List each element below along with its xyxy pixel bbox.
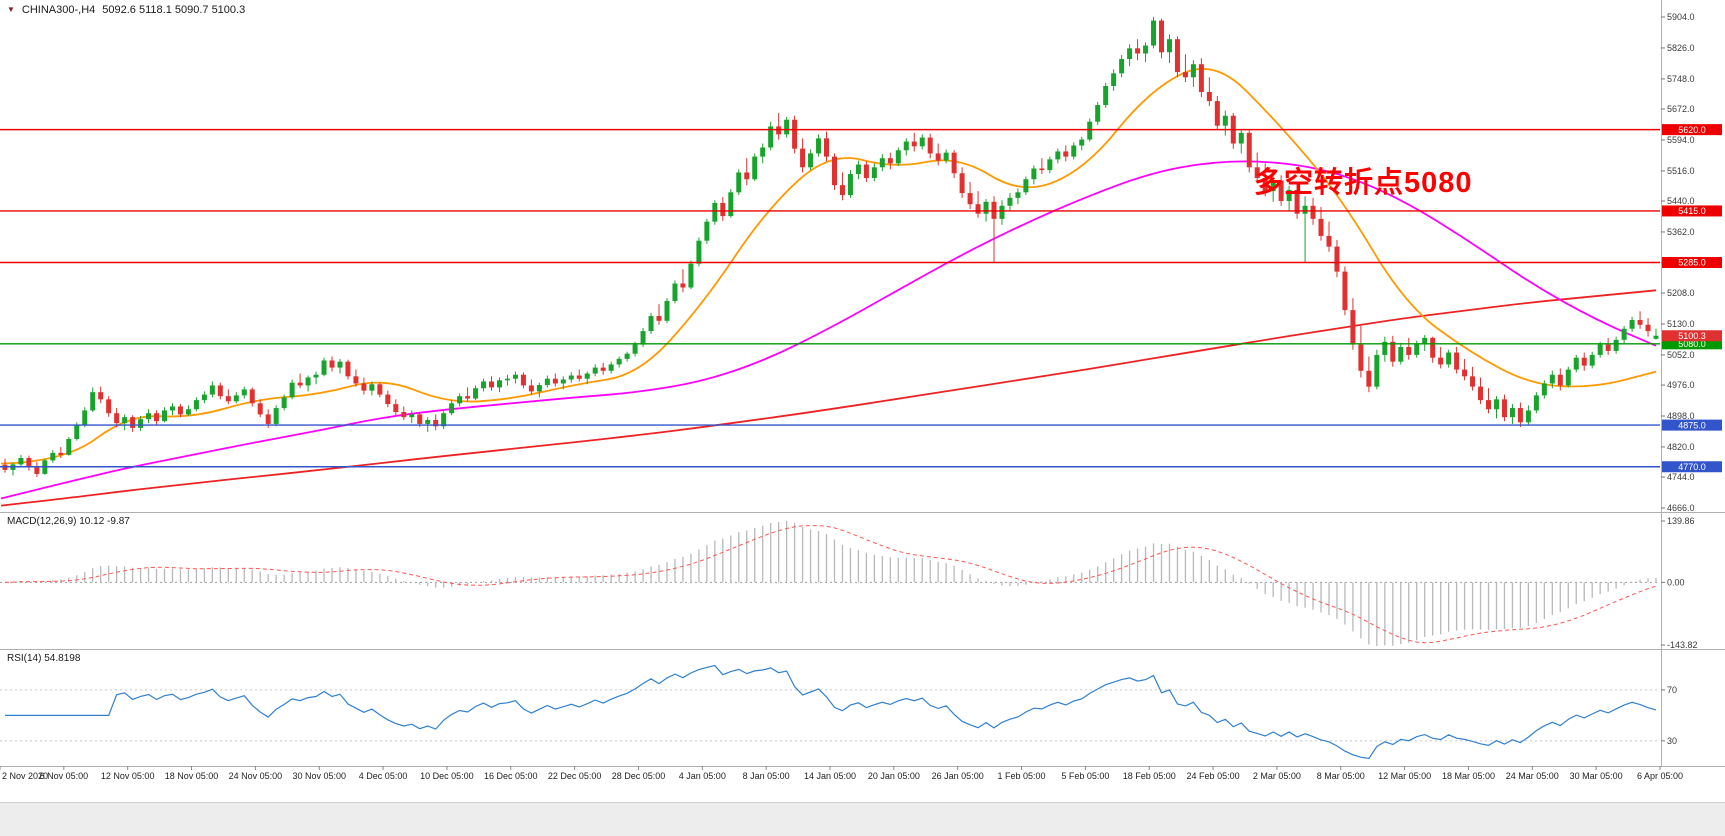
svg-text:5415.0: 5415.0 [1678, 206, 1706, 216]
svg-text:30 Mar 05:00: 30 Mar 05:00 [1570, 771, 1623, 781]
svg-text:139.86: 139.86 [1667, 516, 1695, 526]
svg-text:2 Mar 05:00: 2 Mar 05:00 [1253, 771, 1301, 781]
svg-text:6 Apr 05:00: 6 Apr 05:00 [1637, 771, 1683, 781]
svg-text:-143.82: -143.82 [1667, 640, 1698, 650]
level-price-label-4770: 4770.0 [1662, 461, 1722, 473]
chart-symbol-period: CHINA300-,H4 [21, 4, 96, 16]
svg-text:4 Jan 05:00: 4 Jan 05:00 [679, 771, 726, 781]
svg-text:24 Mar 05:00: 24 Mar 05:00 [1506, 771, 1559, 781]
svg-text:2 Nov 2020: 2 Nov 2020 [2, 771, 48, 781]
current-price-label: 5100.3 [1662, 330, 1722, 342]
svg-text:30: 30 [1667, 736, 1677, 746]
svg-text:4666.0: 4666.0 [1667, 503, 1695, 513]
symbol-dropdown-icon: ▼ [7, 5, 15, 14]
svg-text:20 Jan 05:00: 20 Jan 05:00 [868, 771, 920, 781]
panel-borders [0, 0, 1725, 767]
svg-text:5052.0: 5052.0 [1667, 350, 1695, 360]
ma-mid-line[interactable] [0, 160, 1657, 500]
level-price-label-5285: 5285.0 [1662, 257, 1722, 268]
svg-text:22 Dec 05:00: 22 Dec 05:00 [548, 771, 602, 781]
svg-text:6 Nov 05:00: 6 Nov 05:00 [40, 771, 89, 781]
macd-panel[interactable]: 139.86 0.00 -143.82 [0, 516, 1698, 650]
level-price-label-5620: 5620.0 [1662, 124, 1722, 136]
svg-text:5 Feb 05:00: 5 Feb 05:00 [1061, 771, 1109, 781]
price-axis[interactable]: 5904.0 5826.0 5748.0 5672.0 5594.0 5516.0 5440… [1661, 12, 1695, 513]
svg-text:12 Mar 05:00: 12 Mar 05:00 [1378, 771, 1431, 781]
svg-text:5594.0: 5594.0 [1667, 135, 1695, 145]
chart-ohlc-values: 5092.6 5118.1 5090.7 5100.3 [102, 4, 246, 16]
level-price-label-5415: 5415.0 [1662, 205, 1722, 217]
svg-text:5904.0: 5904.0 [1667, 12, 1695, 22]
svg-text:18 Nov 05:00: 18 Nov 05:00 [165, 771, 219, 781]
svg-text:5748.0: 5748.0 [1667, 74, 1695, 84]
svg-text:4875.0: 4875.0 [1678, 420, 1706, 430]
svg-text:4770.0: 4770.0 [1678, 462, 1706, 472]
rsi-panel[interactable]: 70 30 [0, 664, 1677, 760]
svg-text:70: 70 [1667, 685, 1677, 695]
ma-slow-line[interactable] [0, 289, 1657, 507]
ma-fast-line[interactable] [0, 67, 1657, 465]
svg-text:14 Jan 05:00: 14 Jan 05:00 [804, 771, 856, 781]
svg-text:12 Nov 05:00: 12 Nov 05:00 [101, 771, 155, 781]
svg-text:5826.0: 5826.0 [1667, 43, 1695, 53]
level-price-label-5080: 5080.0 [1662, 338, 1722, 350]
svg-text:10 Dec 05:00: 10 Dec 05:00 [420, 771, 474, 781]
candles-layer[interactable] [2, 17, 1659, 478]
svg-text:28 Dec 05:00: 28 Dec 05:00 [612, 771, 666, 781]
svg-text:24 Nov 05:00: 24 Nov 05:00 [229, 771, 283, 781]
svg-text:8 Jan 05:00: 8 Jan 05:00 [743, 771, 790, 781]
svg-text:5130.0: 5130.0 [1667, 319, 1695, 329]
rsi-line [5, 664, 1657, 760]
svg-text:4898.0: 4898.0 [1667, 411, 1695, 421]
svg-text:18 Feb 05:00: 18 Feb 05:00 [1123, 771, 1176, 781]
svg-text:5100.3: 5100.3 [1678, 331, 1706, 341]
svg-text:30 Nov 05:00: 30 Nov 05:00 [292, 771, 346, 781]
level-price-label-4875: 4875.0 [1662, 419, 1722, 431]
chart-header: ▼ CHINA300-,H4 5092.6 5118.1 5090.7 5100… [7, 4, 245, 16]
svg-text:16 Dec 05:00: 16 Dec 05:00 [484, 771, 538, 781]
svg-text:5620.0: 5620.0 [1678, 125, 1706, 135]
svg-text:4976.0: 4976.0 [1667, 380, 1695, 390]
svg-text:5516.0: 5516.0 [1667, 166, 1695, 176]
svg-text:5080.0: 5080.0 [1678, 339, 1706, 349]
svg-text:5672.0: 5672.0 [1667, 104, 1695, 114]
macd-histogram [12, 521, 1657, 646]
svg-text:5285.0: 5285.0 [1678, 258, 1706, 268]
svg-text:4744.0: 4744.0 [1667, 472, 1695, 482]
svg-text:5362.0: 5362.0 [1667, 227, 1695, 237]
svg-text:1 Feb 05:00: 1 Feb 05:00 [998, 771, 1046, 781]
svg-text:26 Jan 05:00: 26 Jan 05:00 [932, 771, 984, 781]
svg-text:24 Feb 05:00: 24 Feb 05:00 [1187, 771, 1240, 781]
macd-indicator-label: MACD(12,26,9) 10.12 -9.87 [7, 516, 130, 527]
window-footer-strip [0, 802, 1725, 836]
svg-text:5208.0: 5208.0 [1667, 288, 1695, 298]
svg-text:4 Dec 05:00: 4 Dec 05:00 [359, 771, 408, 781]
macd-signal-line [4, 525, 1657, 644]
svg-text:18 Mar 05:00: 18 Mar 05:00 [1442, 771, 1495, 781]
rsi-indicator-label: RSI(14) 54.8198 [7, 653, 81, 664]
svg-text:8 Mar 05:00: 8 Mar 05:00 [1317, 771, 1365, 781]
svg-text:4820.0: 4820.0 [1667, 442, 1695, 452]
svg-text:0.00: 0.00 [1667, 577, 1685, 587]
chart-annotation-text[interactable]: 多空转折点5080 [1254, 167, 1473, 199]
svg-text:5440.0: 5440.0 [1667, 196, 1695, 206]
